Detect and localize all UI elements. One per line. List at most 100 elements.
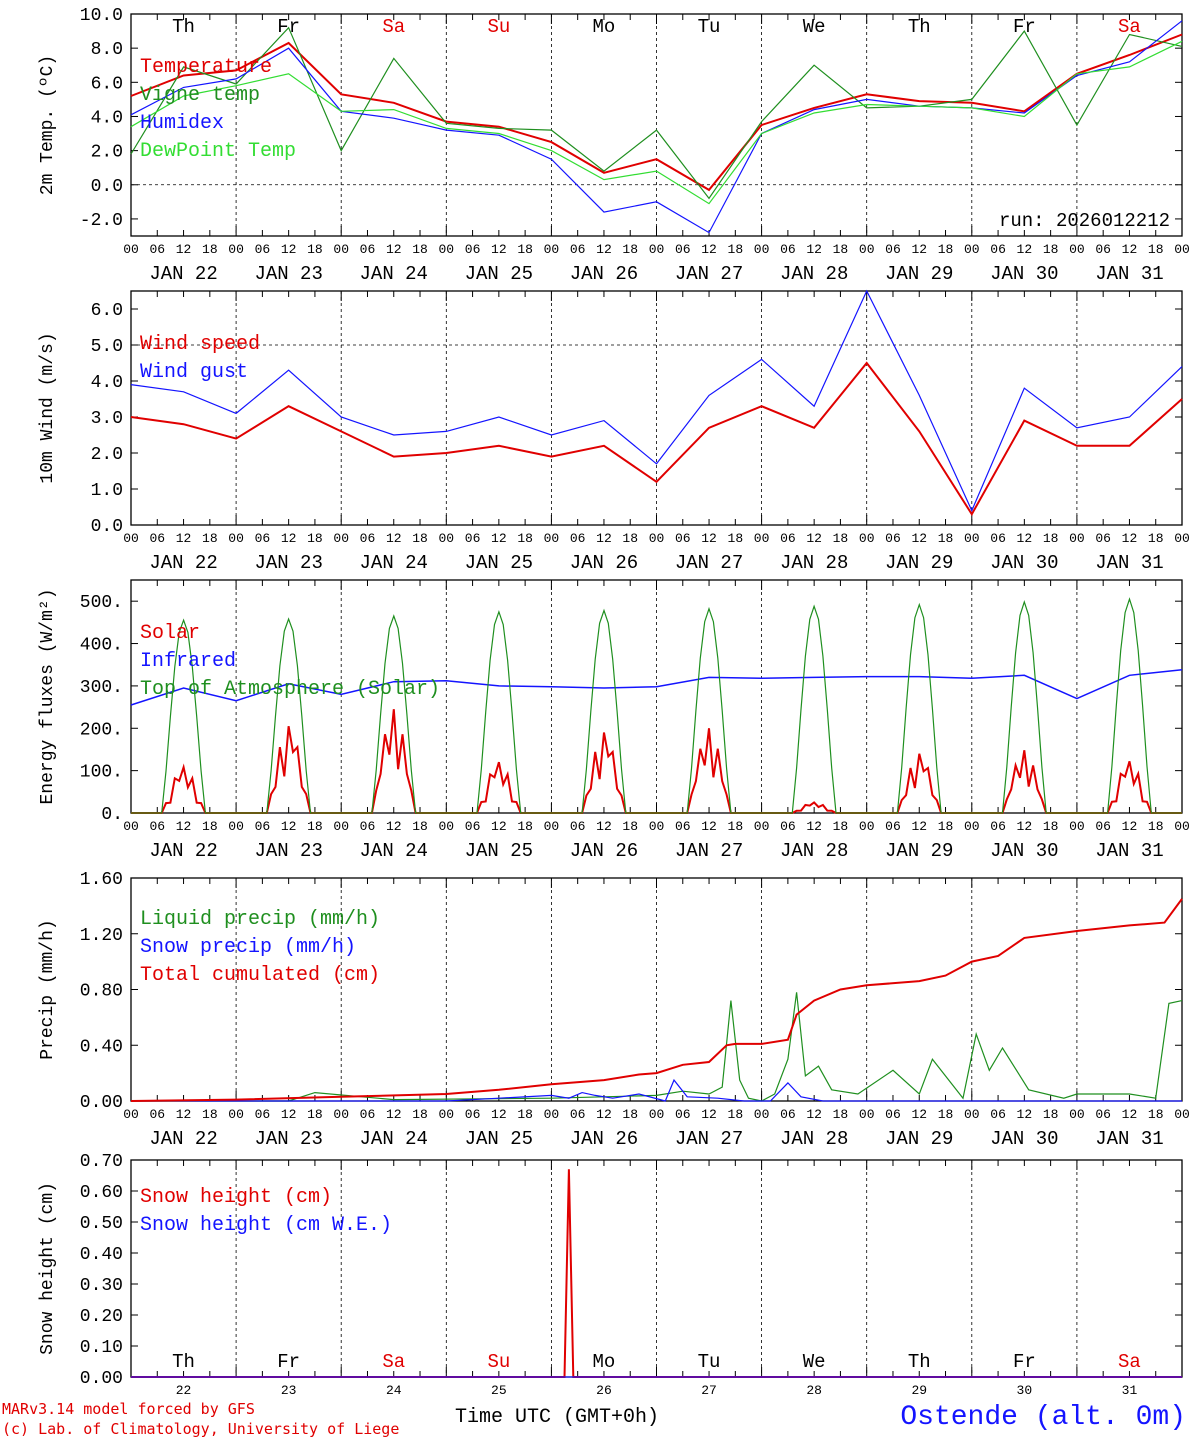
weekday-label: Su (487, 16, 510, 38)
date-label: JAN 28 (780, 1128, 848, 1150)
legend-entry: Snow height (cm) (140, 1186, 332, 1209)
hour-tick-label: 06 (675, 242, 691, 257)
hour-tick-label: 18 (728, 531, 744, 546)
run-label: run: 2026012212 (999, 210, 1170, 232)
hour-tick-label: 12 (1122, 531, 1138, 546)
legend-entry: Snow precip (mm/h) (140, 936, 356, 959)
hour-tick-label: 06 (149, 819, 165, 834)
hour-tick-label: 06 (465, 819, 481, 834)
date-label: JAN 24 (360, 840, 428, 862)
hour-tick-label: 00 (754, 242, 770, 257)
hour-tick-label: 12 (1122, 1107, 1138, 1122)
hour-tick-label: 06 (465, 531, 481, 546)
hour-tick-label: 06 (1095, 819, 1111, 834)
chart-panel-5 (130, 1159, 1183, 1378)
hour-tick-label: 00 (438, 1107, 454, 1122)
hour-tick-label: 18 (938, 819, 954, 834)
y-tick-label: 500. (80, 593, 123, 613)
chart-panel-3 (130, 579, 1183, 814)
weekday-label: Sa (1118, 16, 1141, 38)
weekday-label: Tu (698, 1351, 721, 1373)
legend-entry: Wind gust (140, 361, 248, 384)
hour-tick-label: 00 (438, 531, 454, 546)
hour-tick-label: 18 (622, 819, 638, 834)
y-tick-label: 0.40 (80, 1037, 123, 1057)
hour-tick-label: 18 (1043, 1107, 1059, 1122)
hour-tick-label: 00 (859, 1107, 875, 1122)
y-tick-label: 8.0 (91, 40, 123, 60)
hour-tick-label: 00 (1174, 242, 1190, 257)
hour-tick-label: 18 (412, 242, 428, 257)
hour-tick-label: 18 (622, 1107, 638, 1122)
hour-tick-label: 06 (255, 1107, 271, 1122)
date-label: JAN 25 (465, 552, 533, 574)
hour-tick-label: 12 (1017, 1107, 1033, 1122)
date-label: JAN 30 (990, 1128, 1058, 1150)
hour-tick-label: 12 (806, 819, 822, 834)
legend-entry: Solar (140, 622, 200, 645)
hour-tick-label: 06 (465, 1107, 481, 1122)
y-tick-label: 1.60 (80, 870, 123, 890)
series-line-total-cumulated-cm- (130, 898, 1183, 1102)
hour-tick-label: 12 (911, 242, 927, 257)
hour-tick-label: 12 (596, 1107, 612, 1122)
hour-tick-label: 06 (990, 242, 1006, 257)
time-axis-title: Time UTC (GMT+0h) (455, 1406, 660, 1429)
weekday-label: Su (487, 1351, 510, 1373)
hour-tick-label: 18 (1148, 819, 1164, 834)
hour-tick-label: 06 (780, 242, 796, 257)
hour-tick-label: 00 (333, 531, 349, 546)
series-line-humidex (130, 20, 1183, 234)
y-tick-label: 300. (80, 678, 123, 698)
hour-tick-label: 12 (806, 1107, 822, 1122)
y-tick-label: 0.40 (80, 1245, 123, 1265)
series-line-snow-precip-mm-h- (131, 1078, 1182, 1102)
hour-tick-label: 12 (281, 1107, 297, 1122)
hour-tick-label: 18 (1148, 242, 1164, 257)
chart-panel-4 (130, 877, 1183, 1102)
hour-tick-label: 06 (149, 242, 165, 257)
date-label: JAN 29 (885, 840, 953, 862)
date-label: JAN 31 (1095, 552, 1163, 574)
hour-tick-label: 06 (255, 242, 271, 257)
y-tick-label: 2.0 (91, 445, 123, 465)
date-number-label: 28 (806, 1383, 822, 1398)
y-tick-label: 0.00 (80, 1369, 123, 1389)
y-tick-label: 2.0 (91, 143, 123, 163)
y-axis-title: 10m Wind (m/s) (38, 332, 58, 483)
date-number-label: 27 (701, 1383, 717, 1398)
weekday-label: Mo (593, 16, 616, 38)
hour-tick-label: 12 (911, 531, 927, 546)
hour-tick-label: 06 (360, 819, 376, 834)
station-name: Ostende (alt. 0m) (900, 1402, 1186, 1433)
hour-tick-label: 00 (333, 1107, 349, 1122)
hour-tick-label: 06 (570, 819, 586, 834)
hour-tick-label: 18 (412, 819, 428, 834)
hour-tick-label: 18 (517, 819, 533, 834)
hour-tick-label: 12 (1122, 819, 1138, 834)
date-label: JAN 30 (990, 263, 1058, 285)
hour-tick-label: 00 (649, 531, 665, 546)
hour-tick-label: 00 (123, 531, 139, 546)
hour-tick-label: 00 (1174, 1107, 1190, 1122)
hour-tick-label: 12 (1017, 242, 1033, 257)
hour-tick-label: 06 (675, 819, 691, 834)
date-label: JAN 28 (780, 552, 848, 574)
hour-tick-label: 12 (911, 1107, 927, 1122)
y-tick-label: 10.0 (80, 6, 123, 26)
hour-tick-label: 06 (1095, 242, 1111, 257)
y-tick-label: 4.0 (91, 108, 123, 128)
y-tick-label: 1.20 (80, 926, 123, 946)
date-label: JAN 23 (254, 840, 322, 862)
legend-entry: Total cumulated (cm) (140, 964, 380, 987)
hour-tick-label: 12 (806, 242, 822, 257)
date-label: JAN 29 (885, 552, 953, 574)
date-label: JAN 22 (149, 552, 217, 574)
chart-panel-1 (130, 13, 1183, 237)
hour-tick-label: 00 (649, 1107, 665, 1122)
hour-tick-label: 18 (202, 531, 218, 546)
hour-tick-label: 18 (202, 242, 218, 257)
y-tick-label: 200. (80, 720, 123, 740)
date-number-label: 24 (386, 1383, 402, 1398)
